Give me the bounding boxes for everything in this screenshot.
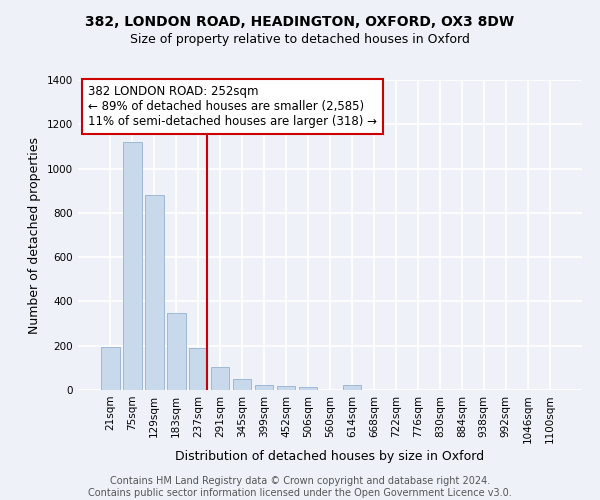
Bar bbox=[277, 386, 295, 390]
Y-axis label: Number of detached properties: Number of detached properties bbox=[28, 136, 41, 334]
Bar bbox=[123, 142, 142, 390]
Text: 382, LONDON ROAD, HEADINGTON, OXFORD, OX3 8DW: 382, LONDON ROAD, HEADINGTON, OXFORD, OX… bbox=[85, 15, 515, 29]
Bar bbox=[167, 312, 185, 390]
Text: 382 LONDON ROAD: 252sqm
← 89% of detached houses are smaller (2,585)
11% of semi: 382 LONDON ROAD: 252sqm ← 89% of detache… bbox=[88, 84, 377, 128]
Text: Size of property relative to detached houses in Oxford: Size of property relative to detached ho… bbox=[130, 32, 470, 46]
Bar bbox=[233, 379, 251, 390]
Bar bbox=[211, 367, 229, 390]
Bar bbox=[145, 195, 164, 390]
Bar bbox=[189, 348, 208, 390]
Bar bbox=[255, 385, 274, 390]
Text: Contains HM Land Registry data © Crown copyright and database right 2024.
Contai: Contains HM Land Registry data © Crown c… bbox=[88, 476, 512, 498]
Bar bbox=[299, 388, 317, 390]
X-axis label: Distribution of detached houses by size in Oxford: Distribution of detached houses by size … bbox=[175, 450, 485, 464]
Bar bbox=[101, 348, 119, 390]
Bar bbox=[343, 385, 361, 390]
